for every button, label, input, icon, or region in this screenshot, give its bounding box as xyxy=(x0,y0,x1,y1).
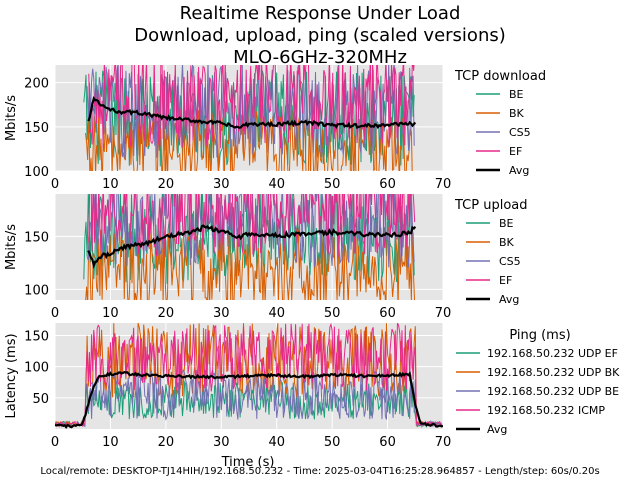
ping-legend: Ping (ms) 192.168.50.232 UDP EF 192.168.50… xyxy=(456,328,620,436)
ping-x-tick-label: 20 xyxy=(158,435,175,450)
download-legend-label: Avg xyxy=(509,164,529,177)
download-x-tick-label: 40 xyxy=(268,177,285,192)
ping-series-192-168-50-232-udp-bk xyxy=(55,323,443,429)
download-legend-title: TCP download xyxy=(454,69,546,84)
ping-legend-label: 192.168.50.232 UDP EF xyxy=(487,347,618,360)
ping-y-tick-label: 100 xyxy=(24,361,49,376)
footer-info: Local/remote: DESKTOP-TJ14HIH/192.168.50… xyxy=(40,466,599,477)
ping-legend-label: Avg xyxy=(487,423,507,436)
upload-legend-title: TCP upload xyxy=(454,198,528,213)
upload-x-tick-label: 50 xyxy=(324,306,341,321)
download-legend: TCP download BE BK CS5 EF Avg xyxy=(454,69,546,177)
upload-x-tick-label: 20 xyxy=(158,306,175,321)
upload-legend-label: EF xyxy=(499,274,512,287)
upload-x-tick-label: 40 xyxy=(268,306,285,321)
upload-x-tick-label: 0 xyxy=(51,306,59,321)
upload-panel: 0 10 20 30 40 50 60 70 100 150 TCP upload BE BK CS5 EF… xyxy=(24,194,528,321)
download-x-tick-label: 30 xyxy=(213,177,230,192)
upload-x-tick-label: 60 xyxy=(379,306,396,321)
ylabel-download: Mbits/s xyxy=(4,95,19,141)
upload-legend-label: Avg xyxy=(499,293,519,306)
title-line-2: Download, upload, ping (scaled versions) xyxy=(134,25,506,46)
ping-panel: 0 10 20 30 40 50 60 70 50 100 150 Ping (ms) 192.168.… xyxy=(24,323,620,450)
ping-y-tick-label: 150 xyxy=(24,329,49,344)
ping-x-tick-label: 60 xyxy=(379,435,396,450)
download-legend-label: BK xyxy=(509,107,525,120)
ylabel-upload: Mbits/s xyxy=(4,224,19,270)
ping-legend-label: 192.168.50.232 UDP BK xyxy=(487,366,620,379)
download-x-tick-label: 50 xyxy=(324,177,341,192)
ping-legend-title: Ping (ms) xyxy=(509,328,570,343)
download-y-tick-label: 100 xyxy=(24,165,49,180)
ping-x-tick-label: 30 xyxy=(213,435,230,450)
ping-x-tick-label: 10 xyxy=(102,435,119,450)
download-legend-label: BE xyxy=(509,88,524,101)
download-series-ef xyxy=(88,65,415,149)
download-y-tick-label: 150 xyxy=(24,121,49,136)
upload-avg-line xyxy=(87,224,417,269)
upload-legend: TCP upload BE BK CS5 EF Avg xyxy=(454,198,528,306)
upload-x-tick-label: 30 xyxy=(213,306,230,321)
download-y-tick-label: 200 xyxy=(24,77,49,92)
ping-series-192-168-50-232-udp-be xyxy=(55,368,443,429)
ping-x-tick-label: 70 xyxy=(435,435,452,450)
ping-x-tick-label: 50 xyxy=(324,435,341,450)
download-x-tick-label: 70 xyxy=(435,177,452,192)
upload-y-tick-label: 150 xyxy=(24,230,49,245)
ping-legend-label: 192.168.50.232 ICMP xyxy=(487,404,605,417)
download-x-tick-label: 20 xyxy=(158,177,175,192)
upload-x-tick-label: 10 xyxy=(102,306,119,321)
download-avg-line xyxy=(87,95,417,129)
x-axis-label: Time (s) xyxy=(221,455,275,470)
title-line-1: Realtime Response Under Load xyxy=(180,3,461,24)
upload-series-bk xyxy=(85,225,416,300)
ping-legend-label: 192.168.50.232 UDP BE xyxy=(487,385,619,398)
upload-series-cs5 xyxy=(86,194,415,268)
download-x-tick-label: 60 xyxy=(379,177,396,192)
upload-legend-label: BK xyxy=(499,236,515,249)
download-x-tick-label: 10 xyxy=(102,177,119,192)
download-panel: 0 10 20 30 40 50 60 70 100 150 200 TCP download BE BK… xyxy=(24,65,546,192)
ping-avg-line xyxy=(55,371,443,429)
upload-y-tick-label: 100 xyxy=(24,283,49,298)
ylabel-ping: Latency (ms) xyxy=(4,333,19,418)
download-x-tick-label: 0 xyxy=(51,177,59,192)
ping-x-tick-label: 40 xyxy=(268,435,285,450)
upload-legend-label: CS5 xyxy=(499,255,521,268)
upload-x-tick-label: 70 xyxy=(435,306,452,321)
upload-series-ef xyxy=(88,194,416,258)
download-legend-label: CS5 xyxy=(509,126,531,139)
ping-x-tick-label: 0 xyxy=(51,435,59,450)
title-line-3: MLO-6GHz-320MHz xyxy=(233,47,407,68)
ping-y-tick-label: 50 xyxy=(32,392,49,407)
upload-legend-label: BE xyxy=(499,217,514,230)
download-legend-label: EF xyxy=(509,145,522,158)
ping-series-192-168-50-232-icmp xyxy=(55,323,443,428)
